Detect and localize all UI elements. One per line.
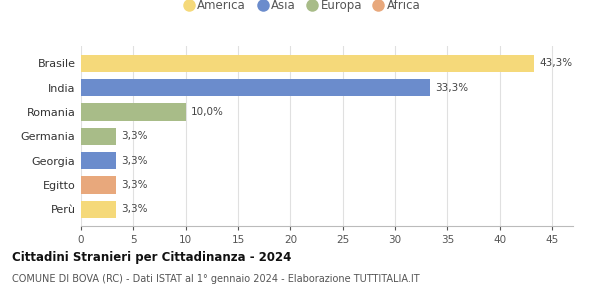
Text: 3,3%: 3,3% — [121, 131, 147, 141]
Text: 3,3%: 3,3% — [121, 204, 147, 214]
Text: 43,3%: 43,3% — [539, 58, 572, 68]
Text: 10,0%: 10,0% — [191, 107, 224, 117]
Text: 3,3%: 3,3% — [121, 180, 147, 190]
Legend: America, Asia, Europa, Africa: America, Asia, Europa, Africa — [179, 0, 425, 17]
Bar — [81, 176, 116, 194]
Bar — [81, 200, 116, 218]
Text: Cittadini Stranieri per Cittadinanza - 2024: Cittadini Stranieri per Cittadinanza - 2… — [12, 251, 292, 264]
Text: 3,3%: 3,3% — [121, 156, 147, 166]
Text: COMUNE DI BOVA (RC) - Dati ISTAT al 1° gennaio 2024 - Elaborazione TUTTITALIA.IT: COMUNE DI BOVA (RC) - Dati ISTAT al 1° g… — [12, 274, 419, 284]
Text: 33,3%: 33,3% — [435, 83, 468, 93]
Bar — [81, 128, 116, 145]
Bar — [81, 103, 185, 121]
Bar — [81, 79, 430, 96]
Bar — [81, 152, 116, 169]
Bar — [81, 55, 534, 72]
